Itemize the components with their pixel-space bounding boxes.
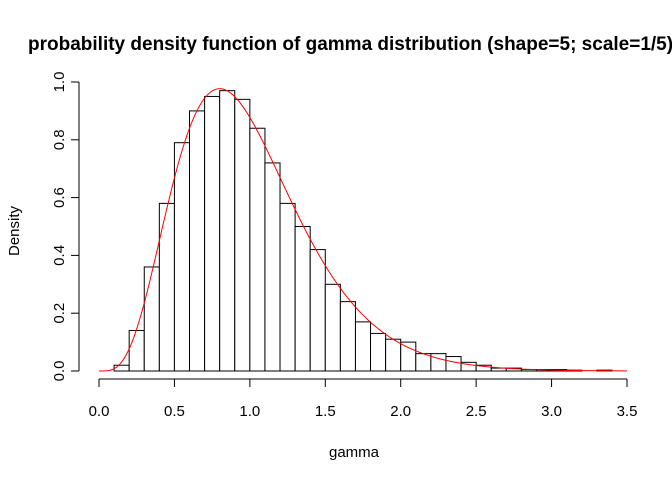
histogram-bar [234, 98, 251, 372]
histogram-bar [445, 356, 462, 372]
histogram-bar [370, 332, 387, 372]
chart-title: probability density function of gamma di… [28, 34, 672, 55]
histogram-bar [309, 249, 326, 372]
histogram-bar [264, 162, 281, 372]
histogram-bar [189, 110, 206, 372]
histogram-bar [279, 202, 296, 372]
histogram-bar [249, 127, 266, 372]
y-tick-label: 0.2 [51, 303, 68, 324]
x-tick-label: 2.0 [390, 403, 411, 420]
histogram-bar [173, 142, 191, 372]
histogram-bar [430, 353, 447, 372]
histogram-bar [128, 330, 145, 372]
y-tick-label: 0.4 [51, 245, 68, 266]
y-tick-label: 0.8 [51, 129, 68, 150]
histogram-bar [415, 353, 432, 372]
y-axis-label: Density [6, 205, 23, 256]
y-tick-label: 0.0 [51, 361, 68, 382]
density-curve [99, 88, 628, 372]
x-tick-label: 1.0 [239, 403, 260, 420]
histogram-bars [113, 90, 613, 372]
histogram-bar [143, 266, 160, 372]
y-axis: 0.0 0.2 0.4 0.6 0.8 1.0 [51, 72, 80, 382]
x-tick-label: 0.5 [164, 403, 185, 420]
x-axis: 0.0 0.5 1.0 1.5 2.0 2.5 3.0 3.5 [89, 378, 638, 420]
x-tick-label: 0.0 [89, 403, 110, 420]
y-tick-label: 1.0 [51, 72, 68, 93]
histogram-bar [400, 341, 417, 372]
histogram-bar [339, 301, 356, 372]
histogram-bar [158, 202, 175, 372]
y-tick-label: 0.6 [51, 187, 68, 208]
x-axis-label: gamma [329, 444, 380, 461]
histogram-bar [385, 338, 402, 372]
histogram-bar [324, 283, 341, 372]
x-tick-label: 2.5 [466, 403, 487, 420]
histogram-bar [354, 321, 372, 372]
x-tick-label: 3.5 [617, 403, 638, 420]
histogram-bar [113, 364, 130, 372]
histogram-bar [219, 90, 236, 372]
x-tick-label: 1.5 [315, 403, 336, 420]
x-tick-label: 3.0 [541, 403, 562, 420]
histogram-bar [294, 226, 311, 372]
histogram-bar [204, 95, 221, 372]
